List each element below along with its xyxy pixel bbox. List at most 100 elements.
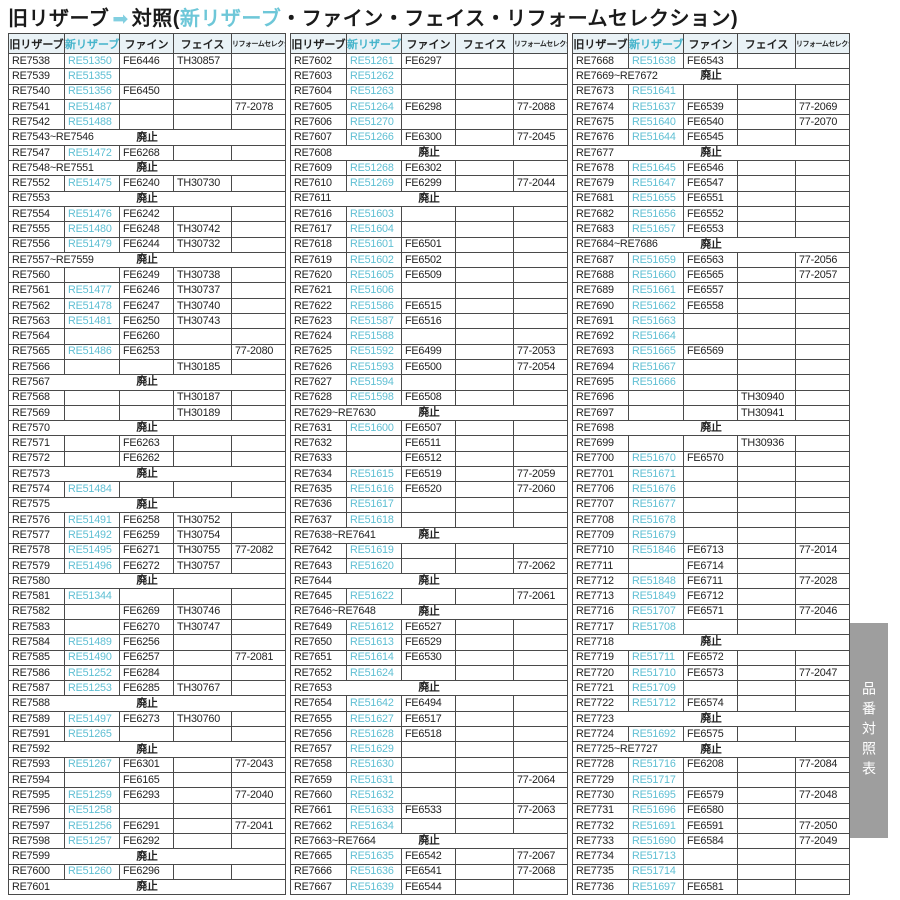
old-code-cell: RE7692	[572, 328, 629, 345]
reform-code-cell	[513, 282, 568, 299]
new-code-cell: RE51846	[628, 542, 684, 559]
discontinued-cell: RE7611 廃止	[290, 190, 568, 207]
fine-code-cell: FE6268	[119, 144, 174, 162]
face-code-cell	[455, 389, 514, 406]
reform-code-cell	[795, 435, 850, 452]
table-row: RE7596 RE51258	[8, 802, 286, 819]
new-code-cell	[628, 389, 684, 406]
table-row: RE7575 廃止	[8, 496, 286, 513]
discontinued-cell: RE7573 廃止	[8, 466, 286, 483]
new-code-cell: RE51620	[346, 557, 402, 575]
reform-code-cell	[513, 205, 568, 223]
old-code-cell: RE7591	[8, 726, 65, 743]
face-code-cell	[455, 466, 514, 483]
reform-code-cell	[231, 221, 286, 238]
face-code-cell	[455, 695, 514, 712]
table-row: RE7591 RE51265	[8, 726, 286, 743]
fine-code-cell: FE6517	[401, 710, 456, 728]
header-row: 旧リザーブ新リザーブファインフェイスリフォームセレクション	[8, 33, 286, 54]
discontinued-range: RE7653	[294, 681, 332, 694]
new-code-cell: RE51661	[628, 282, 684, 299]
fine-code-cell: FE6269	[119, 603, 174, 620]
table-row: RE7600 RE51260 FE6296	[8, 863, 286, 881]
face-code-cell	[737, 756, 796, 773]
old-code-cell: RE7675	[572, 114, 629, 131]
discontinued-range: RE7543~RE7546	[12, 131, 94, 144]
face-code-cell	[173, 771, 232, 789]
reform-code-cell	[231, 680, 286, 697]
fine-code-cell: FE6516	[401, 313, 456, 330]
face-code-cell	[173, 205, 232, 223]
table-row: RE7631 RE51600 FE6507	[290, 420, 568, 437]
new-code-cell: RE51606	[346, 282, 402, 299]
fine-code-cell: FE6712	[683, 588, 738, 605]
fine-code-cell: FE6530	[401, 649, 456, 666]
new-code-cell	[64, 358, 120, 376]
new-code-cell: RE51636	[346, 863, 402, 881]
face-code-cell	[455, 817, 514, 835]
new-code-cell: RE51270	[346, 114, 402, 131]
page-title-new-label: 新リザーブ	[179, 8, 282, 30]
new-code-cell: RE51645	[628, 160, 684, 177]
discontinued-range: RE7580	[12, 574, 50, 587]
discontinued-label: 廃止	[136, 743, 158, 756]
face-code-cell	[737, 114, 796, 131]
face-code-cell	[737, 358, 796, 376]
new-code-cell: RE51633	[346, 802, 402, 819]
table-row: RE7584 RE51489 FE6256	[8, 634, 286, 651]
discontinued-cell: RE7580 廃止	[8, 573, 286, 590]
fine-code-cell	[683, 511, 738, 529]
face-code-cell	[737, 879, 796, 896]
table-row: RE7730 RE51695 FE6579 77-2048	[572, 787, 850, 804]
new-code-cell: RE51267	[64, 756, 120, 773]
fine-code-cell	[401, 83, 456, 100]
old-code-cell: RE7616	[290, 205, 347, 223]
table-row: RE7650 RE51613 FE6529	[290, 634, 568, 651]
old-code-cell: RE7679	[572, 175, 629, 192]
discontinued-cell: RE7725~RE7727 廃止	[572, 741, 850, 758]
fine-code-cell: FE6508	[401, 389, 456, 406]
face-code-cell	[455, 588, 514, 605]
column-header-3: フェイス	[737, 33, 796, 54]
new-code-cell: RE51587	[346, 313, 402, 330]
fine-code-cell: FE6545	[683, 129, 738, 146]
fine-code-cell	[401, 771, 456, 789]
page-title-old-label: 旧リザーブ	[8, 8, 110, 30]
column-header-4: リフォームセレクション	[231, 33, 286, 54]
new-code-cell: RE51350	[64, 52, 120, 70]
fine-code-cell	[401, 511, 456, 529]
discontinued-cell: RE7570 廃止	[8, 420, 286, 437]
fine-code-cell: FE6547	[683, 175, 738, 192]
reform-code-cell	[795, 221, 850, 238]
old-code-cell: RE7710	[572, 542, 629, 559]
new-code-cell: RE51659	[628, 251, 684, 269]
table-row: RE7578 RE51495 FE6271 TH30755 77-2082	[8, 542, 286, 559]
fine-code-cell: FE6553	[683, 221, 738, 238]
table-row: RE7624 RE51588	[290, 328, 568, 345]
reform-code-cell	[513, 726, 568, 743]
new-code-cell: RE51259	[64, 787, 120, 804]
face-code-cell	[173, 450, 232, 468]
reform-code-cell	[513, 435, 568, 452]
reform-code-cell	[795, 52, 850, 70]
table-row: RE7642 RE51619	[290, 542, 568, 559]
new-code-cell: RE51480	[64, 221, 120, 238]
table-row: RE7566 TH30185	[8, 358, 286, 376]
table-row: RE7661 RE51633 FE6533 77-2063	[290, 802, 568, 819]
column-header-2: ファイン	[683, 33, 738, 54]
table-row: RE7666 RE51636 FE6541 77-2068	[290, 863, 568, 881]
face-code-cell	[737, 160, 796, 177]
fine-code-cell: FE6291	[119, 817, 174, 835]
face-code-cell	[173, 802, 232, 819]
fine-code-cell: FE6711	[683, 573, 738, 590]
discontinued-label: 廃止	[136, 850, 158, 863]
old-code-cell: RE7552	[8, 175, 65, 192]
table-row: RE7665 RE51635 FE6542 77-2067	[290, 848, 568, 865]
new-code-cell: RE51642	[346, 695, 402, 712]
face-code-cell	[737, 771, 796, 789]
face-code-cell	[173, 114, 232, 131]
reform-code-cell	[513, 542, 568, 559]
column-header-0: 旧リザーブ	[290, 33, 347, 54]
old-code-cell: RE7554	[8, 205, 65, 223]
fine-code-cell	[401, 496, 456, 513]
